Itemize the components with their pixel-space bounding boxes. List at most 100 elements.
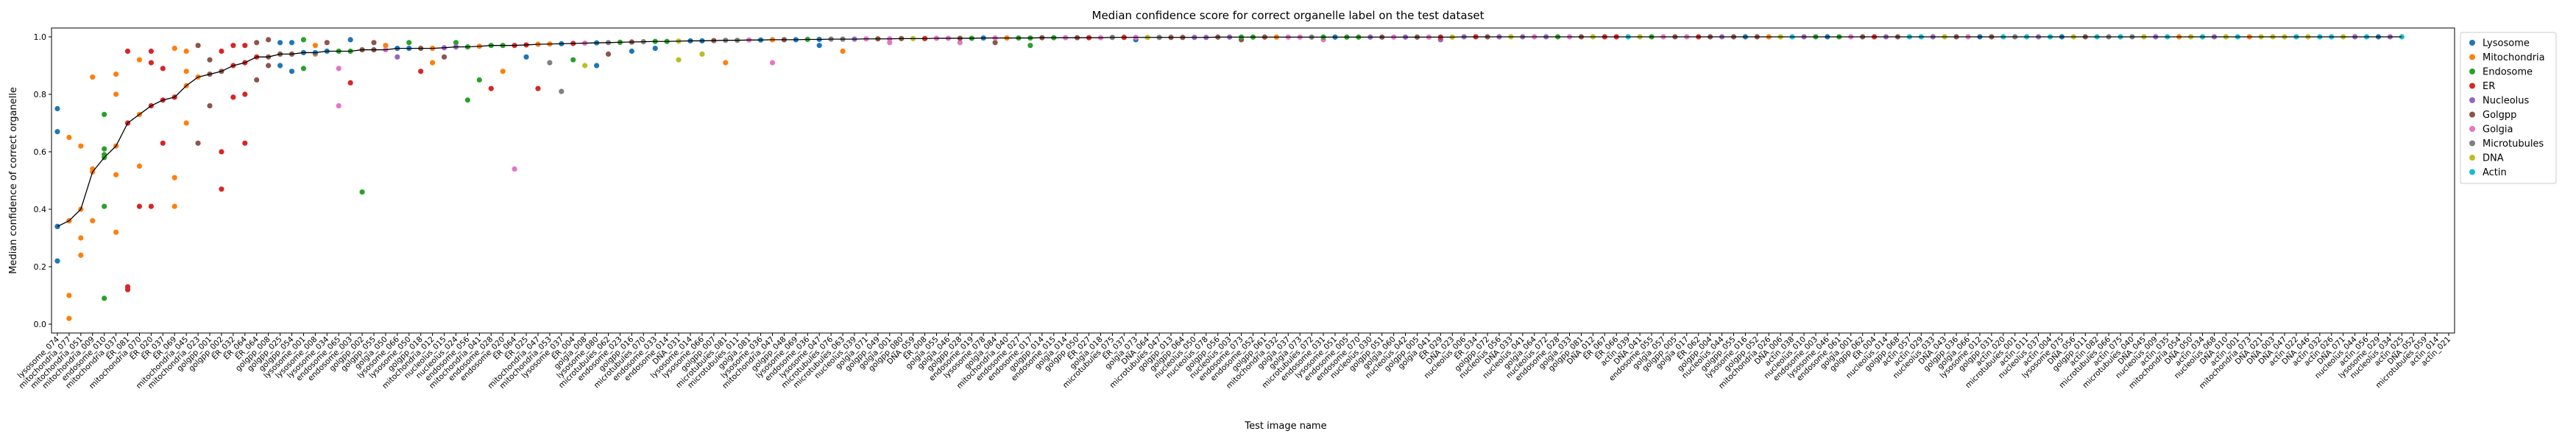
data-point: [371, 40, 377, 46]
legend-marker: [2469, 140, 2475, 147]
data-point: [300, 66, 307, 71]
data-point: [66, 315, 72, 321]
data-point: [488, 85, 494, 91]
legend-marker: [2469, 40, 2475, 46]
legend-label: Golgia: [2483, 125, 2513, 136]
data-point: [277, 40, 283, 46]
data-point: [183, 48, 189, 55]
y-tick-label: 0.2: [34, 262, 47, 272]
data-point: [124, 287, 131, 292]
data-point: [54, 105, 60, 112]
y-tick-label: 1.0: [34, 32, 47, 42]
data-point: [219, 149, 224, 155]
legend-marker: [2469, 54, 2475, 60]
data-point: [124, 48, 131, 55]
legend-label: Actin: [2483, 167, 2507, 178]
data-point: [512, 166, 517, 172]
data-point: [359, 189, 365, 195]
data-point: [347, 80, 353, 85]
plot-frame: [51, 27, 2455, 334]
data-point: [605, 51, 612, 57]
data-point: [476, 77, 482, 83]
plot-area: 0.00.20.40.60.81.0lysosome_074mitochondr…: [16, 27, 2455, 390]
legend-marker: [2469, 169, 2475, 175]
legend-label: Nucleolus: [2483, 96, 2530, 107]
data-point: [90, 218, 96, 224]
legend-label: Golgpp: [2483, 110, 2516, 121]
legend-label: Endosome: [2483, 67, 2533, 78]
data-point: [582, 63, 588, 69]
data-point: [102, 146, 107, 152]
data-point: [160, 66, 166, 71]
data-point: [207, 103, 213, 109]
data-point: [957, 40, 963, 46]
data-point: [887, 40, 893, 46]
data-point: [136, 57, 143, 63]
data-point: [171, 46, 177, 52]
data-point: [769, 60, 776, 66]
data-point: [148, 203, 154, 209]
data-point: [430, 60, 436, 66]
legend-marker: [2469, 126, 2475, 132]
data-point: [992, 40, 998, 46]
data-point: [699, 51, 705, 57]
data-point: [102, 111, 107, 117]
y-tick-label: 0.8: [34, 90, 47, 99]
data-point: [535, 85, 541, 91]
data-point: [113, 71, 119, 77]
data-point: [195, 140, 201, 146]
legend-box: [2460, 32, 2557, 184]
y-tick-label: 0.0: [34, 320, 47, 329]
data-point: [66, 292, 72, 298]
data-point: [254, 77, 260, 83]
data-point: [723, 60, 729, 66]
data-point: [453, 40, 459, 46]
data-point: [219, 48, 224, 55]
data-point: [54, 129, 60, 135]
data-point: [500, 69, 506, 74]
data-point: [523, 54, 529, 60]
x-axis-title: Test image name: [1244, 421, 1326, 432]
data-point: [629, 48, 634, 55]
data-point: [113, 172, 119, 178]
data-point: [652, 46, 658, 52]
median-line: [57, 36, 2402, 227]
legend-label: Lysosome: [2483, 38, 2530, 49]
legend-marker: [2469, 111, 2475, 118]
data-point: [160, 140, 166, 146]
data-point: [406, 40, 412, 46]
y-tick-label: 0.6: [34, 147, 47, 157]
chart-title: Median confidence score for correct orga…: [1092, 9, 1485, 22]
data-point: [464, 97, 471, 103]
data-point: [230, 43, 236, 49]
data-point: [136, 163, 143, 169]
legend-label: Mitochondria: [2483, 52, 2545, 63]
data-point: [102, 203, 107, 209]
data-point: [289, 69, 295, 74]
data-point: [171, 203, 177, 209]
data-point: [136, 203, 143, 209]
y-axis-title: Median confidence of correct organelle: [8, 87, 19, 274]
data-point: [207, 57, 213, 63]
data-point: [242, 91, 248, 97]
legend-label: DNA: [2483, 153, 2504, 164]
data-point: [336, 103, 342, 109]
data-point: [230, 94, 236, 100]
legend: Lysosome Mitochondria Endosome ER Nucleolus G…: [2460, 32, 2557, 184]
data-point: [78, 252, 84, 258]
data-point: [242, 43, 248, 49]
data-point: [312, 43, 318, 49]
data-point: [113, 229, 119, 235]
data-point: [289, 40, 295, 46]
y-tick-label: 0.4: [34, 205, 47, 214]
data-point: [78, 143, 84, 149]
data-point: [183, 120, 189, 126]
data-point: [171, 175, 177, 181]
data-point: [347, 37, 353, 43]
data-point: [840, 48, 846, 55]
legend-marker: [2469, 83, 2475, 89]
legend-label: Microtubules: [2483, 139, 2544, 150]
data-point: [102, 295, 107, 301]
